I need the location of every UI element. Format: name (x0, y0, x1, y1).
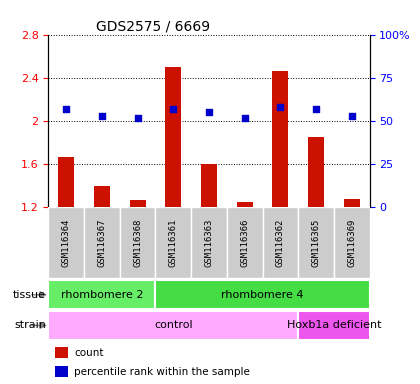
Bar (48, 207, 84, 278)
Bar (58, 157, 74, 207)
Bar (129, 200, 146, 207)
Bar (120, 207, 155, 278)
Bar (94, 186, 110, 207)
Text: count: count (74, 348, 103, 358)
Point (170, 106, 177, 112)
Bar (298, 207, 334, 278)
Text: rhombomere 2: rhombomere 2 (60, 290, 143, 300)
Point (63, 106, 70, 112)
Text: control: control (154, 320, 192, 331)
Text: GSM116362: GSM116362 (276, 219, 285, 267)
Bar (155, 280, 370, 309)
Text: percentile rank within the sample: percentile rank within the sample (74, 367, 250, 377)
Bar (55, 366, 68, 377)
Bar (55, 347, 68, 358)
Text: rhombomere 4: rhombomere 4 (221, 290, 304, 300)
Bar (298, 311, 370, 340)
Text: GSM116367: GSM116367 (97, 219, 106, 267)
Bar (155, 207, 191, 278)
Bar (262, 207, 298, 278)
Text: GSM116366: GSM116366 (240, 219, 249, 267)
Text: tissue: tissue (13, 290, 46, 300)
Text: GSM116364: GSM116364 (62, 219, 71, 267)
Bar (227, 207, 262, 278)
Point (134, 114, 141, 121)
Bar (48, 280, 155, 309)
Text: Hoxb1a deficient: Hoxb1a deficient (286, 320, 381, 331)
Bar (308, 137, 324, 207)
Text: GSM116363: GSM116363 (205, 219, 213, 267)
Bar (272, 71, 289, 207)
Text: GSM116368: GSM116368 (133, 219, 142, 267)
Bar (344, 199, 360, 207)
Bar (201, 164, 217, 207)
Point (277, 104, 284, 110)
Point (349, 113, 355, 119)
Bar (236, 202, 253, 207)
Bar (334, 207, 370, 278)
Bar (84, 207, 120, 278)
Point (312, 106, 319, 112)
Point (206, 109, 212, 115)
Text: GSM116361: GSM116361 (169, 219, 178, 267)
Text: strain: strain (14, 320, 46, 331)
Text: GDS2575 / 6669: GDS2575 / 6669 (97, 20, 210, 33)
Text: GSM116369: GSM116369 (347, 219, 356, 267)
Bar (165, 67, 181, 207)
Bar (48, 311, 298, 340)
Text: GSM116365: GSM116365 (312, 219, 320, 267)
Bar (191, 207, 227, 278)
Point (98, 113, 105, 119)
Point (241, 114, 248, 121)
